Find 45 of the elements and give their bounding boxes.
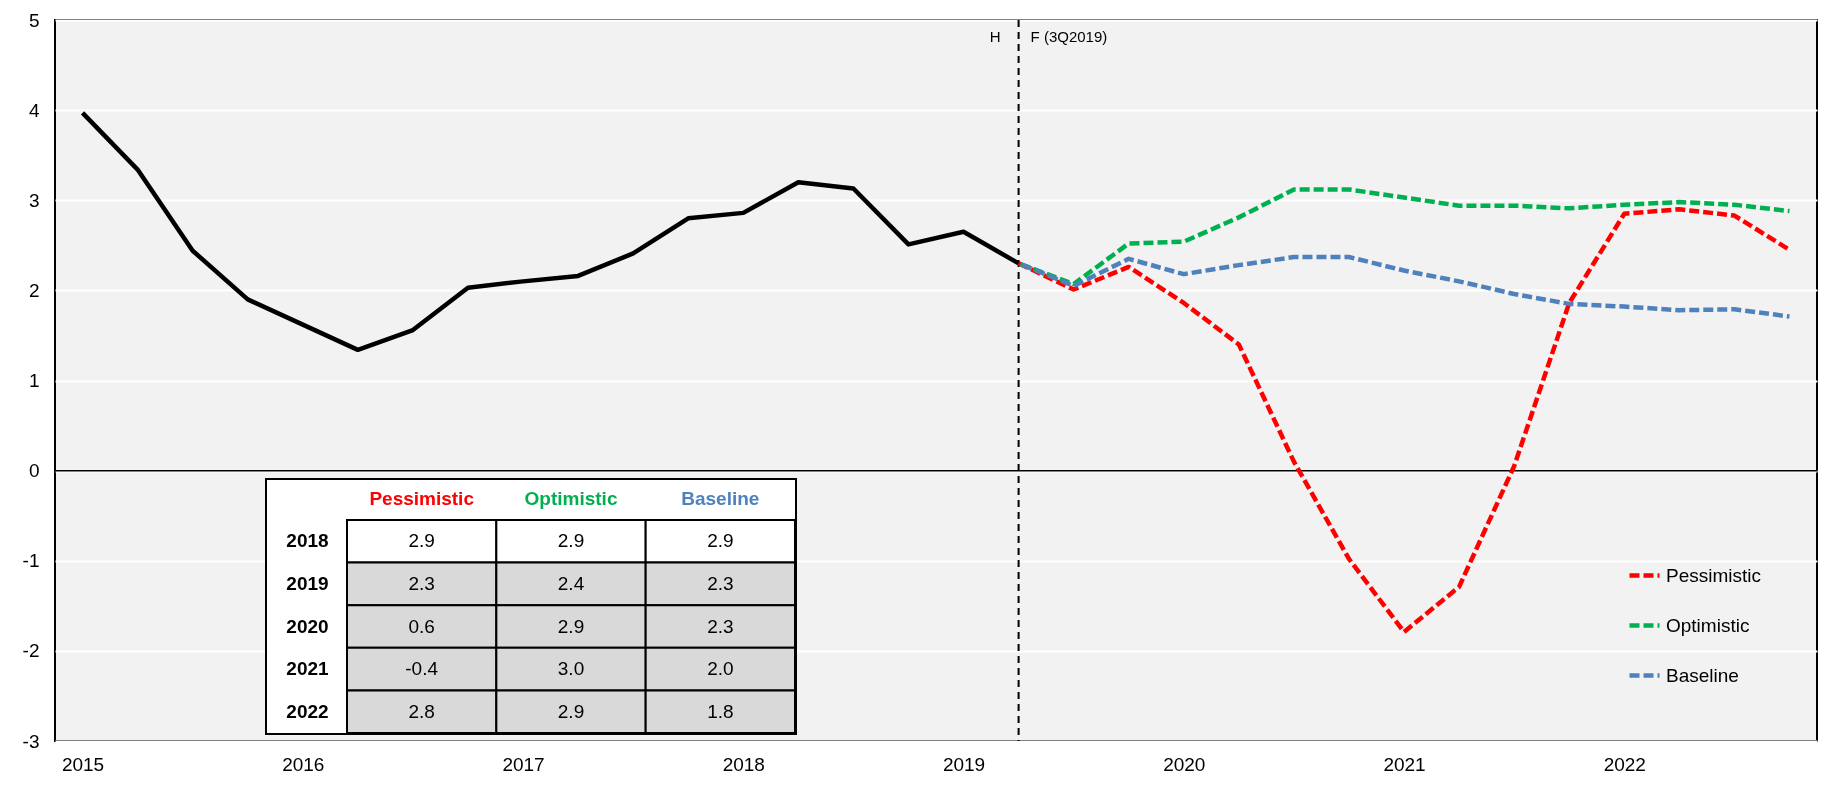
- data-label: 2.0: [707, 658, 734, 680]
- x-tick-label: Optimistic: [524, 487, 618, 509]
- y-tick-label: 2018: [286, 530, 329, 552]
- y-tick-label: 3: [28, 189, 40, 211]
- y-tick-label: -1: [22, 550, 40, 572]
- y-tick-label: 5: [28, 9, 40, 31]
- y-tick-label: 2: [28, 279, 40, 301]
- data-label: 2.9: [557, 700, 585, 722]
- x-tick-label: 2017: [502, 753, 545, 775]
- x-tick-label: 2018: [722, 753, 765, 775]
- y-tick-label: -3: [22, 730, 40, 752]
- data-label: 2.3: [707, 572, 734, 594]
- data-label: 3.0: [557, 658, 585, 680]
- legend-label: Pessimistic: [1666, 564, 1762, 586]
- x-tick-label: Pessimistic: [369, 487, 475, 509]
- data-label: 2.9: [408, 530, 435, 552]
- annotation: H: [989, 28, 1001, 45]
- y-tick-label: -2: [22, 640, 40, 662]
- data-label: 1.8: [707, 700, 734, 722]
- y-tick-label: 4: [28, 99, 40, 121]
- y-tick-label: 2022: [286, 700, 329, 722]
- data-label: 2.9: [707, 530, 734, 552]
- annotation: F (3Q2019): [1030, 28, 1108, 45]
- x-tick-label: 2019: [942, 753, 986, 775]
- data-label: 2.8: [408, 700, 435, 722]
- x-tick-label: 2016: [282, 753, 325, 775]
- data-label: 2.4: [557, 572, 585, 594]
- y-tick-label: 1: [28, 370, 40, 391]
- x-tick-label: 2021: [1383, 753, 1426, 775]
- x-tick-label: 2022: [1603, 753, 1646, 775]
- data-label: 2.3: [408, 572, 435, 594]
- data-label: 2.9: [557, 615, 585, 637]
- data-label: 2.9: [557, 530, 585, 552]
- legend-label: Baseline: [1666, 664, 1739, 686]
- x-tick-label: 2020: [1163, 753, 1206, 775]
- data-label: 2.3: [707, 615, 734, 637]
- data-label: -0.4: [405, 658, 439, 680]
- x-tick-label: Baseline: [681, 487, 760, 509]
- y-tick-label: 2021: [286, 658, 330, 680]
- y-tick-label: 2020: [286, 615, 329, 637]
- data-label: 0.6: [408, 615, 435, 637]
- legend-label: Optimistic: [1666, 614, 1750, 636]
- y-tick-label: 2019: [286, 572, 329, 594]
- y-tick-label: 0: [28, 460, 40, 482]
- x-tick-label: 2015: [61, 753, 105, 775]
